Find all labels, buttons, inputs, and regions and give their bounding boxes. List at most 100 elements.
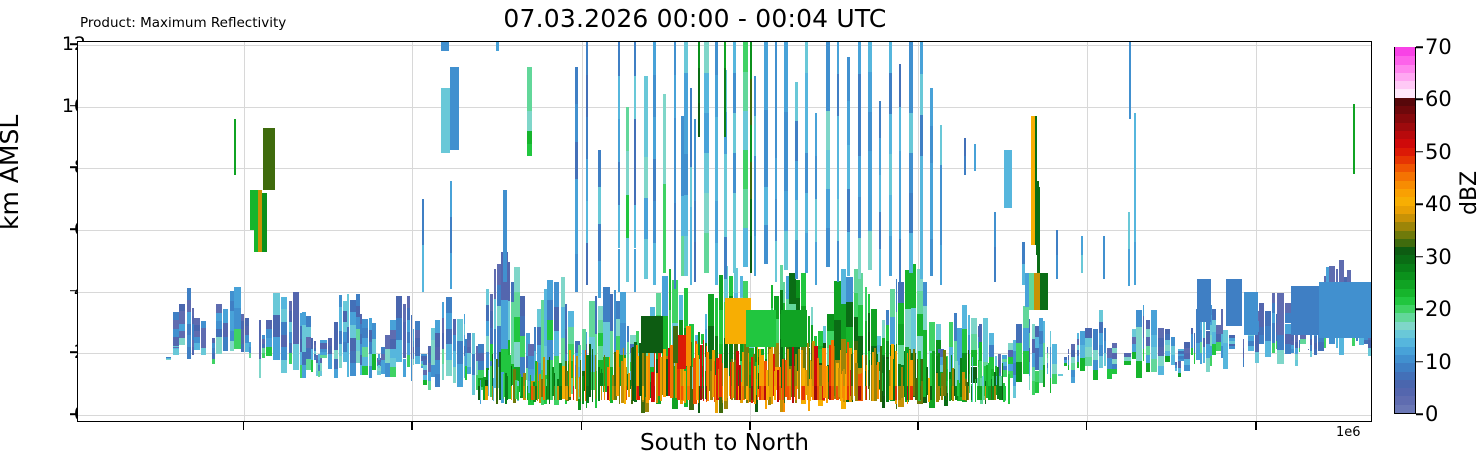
reflectivity-cell	[745, 385, 749, 400]
reflectivity-cell	[714, 336, 718, 375]
reflectivity-cell	[1277, 307, 1285, 322]
reflectivity-cell	[715, 243, 718, 286]
reflectivity-cell	[873, 348, 876, 399]
reflectivity-cell	[1206, 316, 1210, 331]
reflectivity-cell	[1063, 356, 1068, 360]
reflectivity-cell	[655, 293, 661, 316]
colorbar-band	[1395, 138, 1415, 148]
reflectivity-cell	[886, 325, 889, 341]
reflectivity-cell	[704, 233, 709, 274]
reflectivity-cell	[1002, 358, 1007, 363]
reflectivity-cell	[1220, 333, 1223, 346]
reflectivity-cell	[1001, 385, 1003, 400]
reflectivity-cell	[441, 302, 445, 318]
reflectivity-cell	[478, 352, 485, 362]
reflectivity-cell	[627, 374, 629, 391]
reflectivity-cell	[1244, 291, 1258, 335]
reflectivity-cell	[743, 227, 748, 267]
reflectivity-cell	[972, 357, 974, 403]
reflectivity-cell	[598, 319, 603, 333]
reflectivity-cell	[704, 193, 709, 234]
reflectivity-cell	[1131, 351, 1137, 360]
reflectivity-cell	[320, 345, 327, 349]
reflectivity-cell	[1039, 317, 1043, 331]
reflectivity-cell	[926, 366, 928, 396]
reflectivity-cell	[1216, 342, 1221, 351]
reflectivity-cell	[194, 337, 201, 344]
reflectivity-cell	[200, 328, 206, 335]
reflectivity-cell	[463, 335, 465, 346]
reflectivity-cell	[1070, 343, 1076, 351]
reflectivity-cell	[1150, 322, 1157, 335]
reflectivity-cell	[376, 370, 382, 375]
reflectivity-cell	[714, 297, 718, 337]
reflectivity-cell	[186, 347, 192, 359]
reflectivity-cell	[923, 330, 928, 355]
reflectivity-cell	[967, 334, 971, 355]
reflectivity-cell	[684, 73, 689, 114]
reflectivity-cell	[1353, 103, 1355, 175]
reflectivity-cell	[211, 338, 216, 344]
reflectivity-cell	[463, 313, 465, 325]
reflectivity-cell	[895, 385, 897, 400]
reflectivity-cell	[775, 199, 778, 241]
colorbar-band	[1395, 312, 1415, 322]
reflectivity-cell	[1134, 156, 1137, 200]
reflectivity-cell	[779, 387, 783, 413]
reflectivity-cell	[390, 320, 396, 330]
reflectivity-cell	[822, 348, 825, 402]
product-label: Product: Maximum Reflectivity	[80, 15, 287, 31]
reflectivity-cell	[1164, 356, 1171, 362]
reflectivity-cell	[280, 347, 288, 361]
reflectivity-cell	[1328, 265, 1336, 286]
reflectivity-cell	[575, 179, 579, 217]
reflectivity-cell	[658, 349, 662, 396]
reflectivity-cell	[368, 353, 372, 366]
reflectivity-cell	[368, 329, 372, 342]
reflectivity-cell	[501, 348, 508, 397]
reflectivity-cell	[1210, 325, 1212, 336]
reflectivity-cell	[1298, 340, 1301, 345]
reflectivity-cell	[536, 327, 541, 346]
reflectivity-cell	[942, 349, 946, 396]
reflectivity-cell	[1284, 313, 1291, 324]
reflectivity-cell	[938, 364, 944, 373]
reflectivity-cell	[1007, 371, 1013, 379]
reflectivity-cell	[543, 385, 545, 400]
x-axis-tick-mark	[917, 422, 920, 430]
reflectivity-cell	[1112, 342, 1118, 349]
reflectivity-cell	[453, 334, 456, 351]
reflectivity-cell	[1046, 347, 1049, 353]
reflectivity-cell	[681, 115, 684, 156]
reflectivity-cell	[879, 137, 882, 175]
reflectivity-cell	[415, 355, 421, 365]
reflectivity-cell	[527, 143, 532, 156]
reflectivity-cell	[194, 343, 201, 350]
reflectivity-cell	[763, 360, 767, 398]
reflectivity-cell	[690, 206, 692, 247]
reflectivity-cell	[656, 372, 658, 404]
reflectivity-cell	[888, 370, 891, 401]
reflectivity-cell	[1037, 186, 1040, 280]
colorbar-band	[1395, 55, 1415, 65]
reflectivity-cell	[909, 72, 913, 113]
reflectivity-cell	[1157, 337, 1164, 347]
reflectivity-cell	[491, 385, 494, 400]
reflectivity-cell	[598, 306, 603, 320]
reflectivity-cell	[489, 327, 494, 345]
reflectivity-cell	[1002, 354, 1007, 359]
reflectivity-cell	[1336, 269, 1338, 285]
reflectivity-cell	[457, 341, 463, 365]
reflectivity-cell	[299, 364, 302, 378]
reflectivity-cell	[637, 356, 641, 397]
reflectivity-cell	[380, 346, 385, 354]
reflectivity-cell	[178, 317, 186, 325]
reflectivity-cell	[851, 354, 853, 400]
reflectivity-cell	[1264, 310, 1272, 326]
reflectivity-cell	[1275, 322, 1277, 332]
reflectivity-cell	[1107, 348, 1112, 359]
reflectivity-cell	[816, 385, 820, 400]
reflectivity-cell	[634, 205, 636, 249]
reflectivity-cell	[892, 358, 896, 401]
reflectivity-cell	[618, 119, 621, 163]
